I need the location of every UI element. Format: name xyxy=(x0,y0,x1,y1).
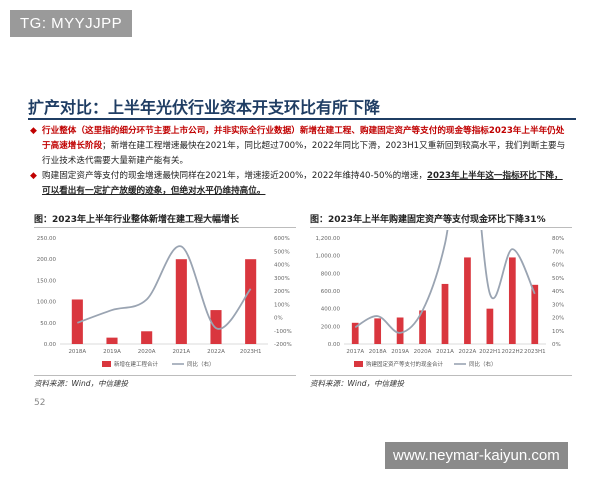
y-tick-label: 100.00 xyxy=(37,300,57,306)
y-tick-label: 800.00 xyxy=(321,271,341,277)
x-tick-label: 2021A xyxy=(436,349,454,355)
legend-bar-swatch xyxy=(102,361,111,367)
chart-1-title-rule xyxy=(34,227,296,228)
chart-2-source-rule xyxy=(310,375,572,376)
bar xyxy=(141,331,153,344)
y2-tick-label: 10% xyxy=(552,329,564,335)
page-number: 52 xyxy=(34,398,46,408)
y2-tick-label: 50% xyxy=(552,276,564,282)
page-title: 扩产对比：上半年光伏行业资本开支环比有所下降 xyxy=(28,98,381,117)
x-tick-label: 2023H1 xyxy=(240,349,262,355)
bar xyxy=(245,259,257,344)
diamond-bullet-icon: ◆ xyxy=(30,126,37,136)
y2-tick-label: 0% xyxy=(552,342,561,348)
bar xyxy=(396,317,404,344)
x-tick-label: 2022A xyxy=(459,349,477,355)
watermark-top: TG: MYYJJPP xyxy=(10,10,133,37)
y-tick-label: 1,200.00 xyxy=(316,236,341,242)
y2-tick-label: 30% xyxy=(552,302,564,308)
x-tick-label: 2018A xyxy=(68,349,86,355)
y-tick-label: 250.00 xyxy=(37,236,57,242)
y-tick-label: 400.00 xyxy=(321,307,341,313)
bar xyxy=(71,299,83,344)
y2-tick-label: 70% xyxy=(552,249,564,255)
chart-2-source: 资料来源：Wind，中信建投 xyxy=(310,379,405,388)
legend-line-label: 同比（右） xyxy=(187,360,215,368)
bullet-2-text: 购建固定资产等支付的现金增速最快同样在2021年，增速接近200%，2022年维… xyxy=(42,171,428,181)
y2-tick-label: 20% xyxy=(552,316,564,322)
chart-1-source: 资料来源：Wind，中信建投 xyxy=(34,379,129,388)
bar xyxy=(531,284,539,344)
legend-bar-swatch xyxy=(354,361,363,367)
chart-1-title: 图：2023年上半年行业整体新增在建工程大幅增长 xyxy=(34,215,240,225)
bullet-item-1: ◆ 行业整体（这里指的细分环节主要上市公司，并非实际全行业数据）新增在建工程、购… xyxy=(30,124,570,169)
y-tick-label: 600.00 xyxy=(321,289,341,295)
y-tick-label: 0.00 xyxy=(328,342,341,348)
x-tick-label: 2018A xyxy=(369,349,387,355)
y-tick-label: 1,000.00 xyxy=(316,254,341,260)
y2-tick-label: 40% xyxy=(552,289,564,295)
x-tick-label: 2017A xyxy=(346,349,364,355)
y2-tick-label: -100% xyxy=(274,329,292,335)
bullet-1-text: ；新增在建工程增速最快在2021年，同比超过700%，2022年同比下滑，202… xyxy=(42,141,566,166)
x-tick-label: 2020A xyxy=(138,349,156,355)
bar xyxy=(106,337,118,344)
y2-tick-label: 300% xyxy=(274,276,290,282)
y-tick-label: 150.00 xyxy=(37,278,57,284)
slide xyxy=(18,0,582,480)
x-tick-label: 2023H1 xyxy=(524,349,546,355)
bullet-list: ◆ 行业整体（这里指的细分环节主要上市公司，并非实际全行业数据）新增在建工程、购… xyxy=(30,124,570,199)
x-tick-label: 2021A xyxy=(172,349,190,355)
y2-tick-label: -200% xyxy=(274,342,292,348)
bar xyxy=(486,308,494,344)
x-tick-label: 2022H2 xyxy=(502,349,524,355)
bullet-1-highlight: 行业整体（这里指的细分环节主要上市公司，并非实际全行业数据）新增在建工程、购建固… xyxy=(42,126,565,151)
chart-1: 250.00 200.00 150.00 100.00 50.00 0.00 600% 500… xyxy=(37,236,292,368)
y2-tick-label: 600% xyxy=(274,236,290,242)
title-divider xyxy=(28,118,576,120)
y2-tick-label: 80% xyxy=(552,236,564,242)
bar xyxy=(441,283,449,344)
x-tick-label: 2022H1 xyxy=(479,349,501,355)
y2-tick-label: 500% xyxy=(274,249,290,255)
legend-line-label: 同比（右） xyxy=(469,360,497,368)
y2-tick-label: 60% xyxy=(552,263,564,269)
y-tick-label: 200.00 xyxy=(321,324,341,330)
y2-tick-label: 0% xyxy=(274,316,283,322)
chart-2-title-rule xyxy=(310,227,572,228)
diamond-bullet-icon: ◆ xyxy=(30,171,37,181)
x-tick-label: 2019A xyxy=(391,349,409,355)
y-tick-label: 50.00 xyxy=(40,321,56,327)
x-tick-label: 2020A xyxy=(414,349,432,355)
bar xyxy=(419,310,426,344)
bar xyxy=(175,259,187,344)
bar xyxy=(351,322,359,344)
yoy-line xyxy=(77,245,252,330)
bar xyxy=(508,257,516,344)
legend-bar-label: 新增在建工程合计 xyxy=(114,360,159,368)
chart-2-title: 图：2023年上半年购建固定资产等支付现金环比下降31% xyxy=(310,215,546,225)
y2-tick-label: 200% xyxy=(274,289,290,295)
chart-2: 1,200.00 1,000.00 800.00 600.00 400.00 200.00… xyxy=(316,230,564,368)
legend-bar-label: 购建固定资产等支付的现金合计 xyxy=(366,360,444,368)
x-tick-label: 2019A xyxy=(103,349,121,355)
chart-1-source-rule xyxy=(34,375,296,376)
watermark-bottom: www.neymar-kaiyun.com xyxy=(385,442,568,469)
bullet-item-2: ◆ 购建固定资产等支付的现金增速最快同样在2021年，增速接近200%，2022… xyxy=(30,169,570,199)
y2-tick-label: 100% xyxy=(274,302,290,308)
bar xyxy=(374,318,382,344)
y2-tick-label: 400% xyxy=(274,263,290,269)
bar xyxy=(464,257,471,344)
bullet-2-emphasis: 2023年上半年这一指标环比下降，可以看出有一定扩产放缓的迹象，但绝对水平仍维持… xyxy=(42,171,563,196)
y-tick-label: 0.00 xyxy=(44,342,57,348)
x-tick-label: 2022A xyxy=(207,349,225,355)
y-tick-label: 200.00 xyxy=(37,257,57,263)
yoy-line xyxy=(354,230,536,334)
